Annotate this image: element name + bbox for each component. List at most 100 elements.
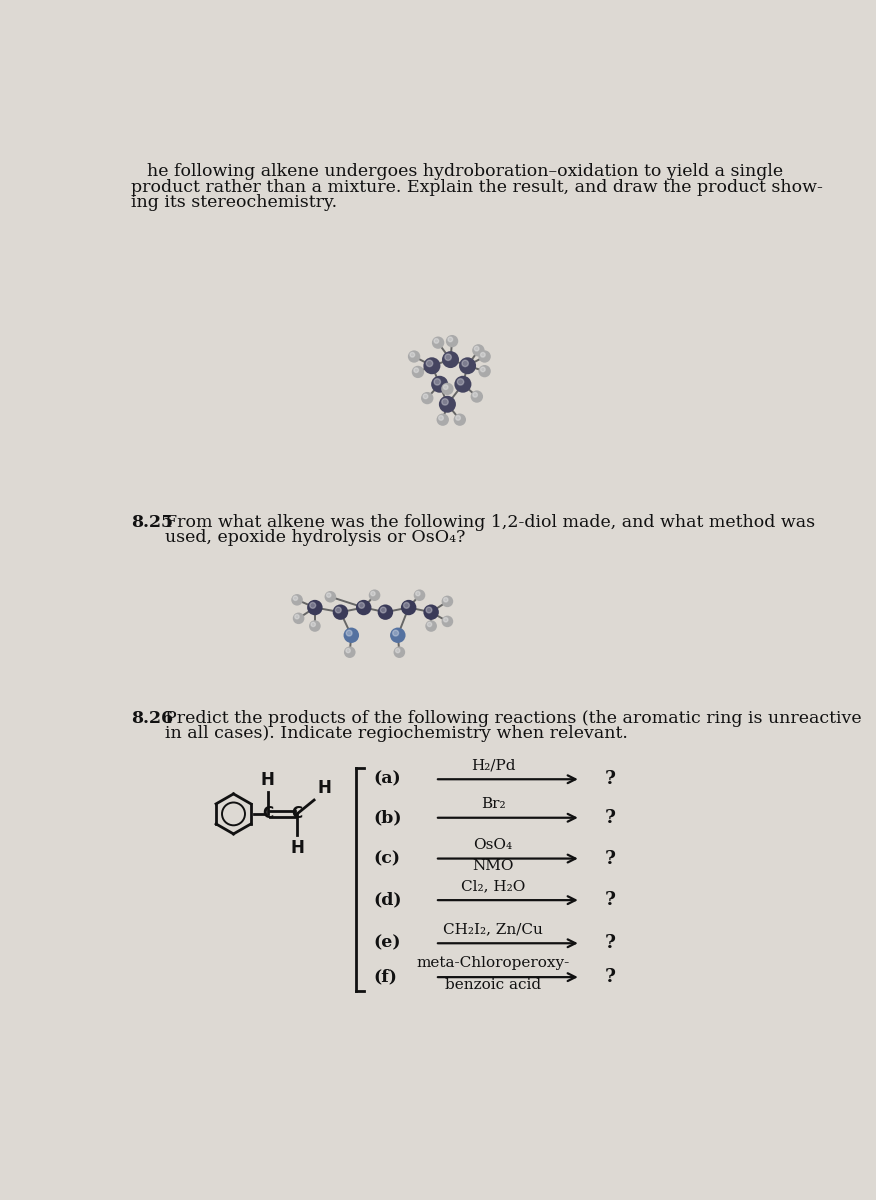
Circle shape [378,605,393,620]
Circle shape [416,592,420,595]
Circle shape [473,392,477,397]
Circle shape [434,379,441,385]
Text: Cl₂, H₂O: Cl₂, H₂O [461,880,526,893]
Circle shape [427,360,433,367]
Circle shape [310,602,315,608]
Text: CH₂I₂, Zn/Cu: CH₂I₂, Zn/Cu [443,923,543,936]
Text: (a): (a) [373,770,400,787]
Circle shape [293,596,298,600]
Text: used, epoxide hydrolysis or OsO₄?: used, epoxide hydrolysis or OsO₄? [166,529,466,546]
Circle shape [459,358,476,374]
Circle shape [408,350,420,362]
Circle shape [393,647,406,658]
Circle shape [454,414,466,426]
Text: (d): (d) [373,892,401,908]
Circle shape [445,354,451,360]
Circle shape [291,594,303,606]
Text: he following alkene undergoes hydroboration–oxidation to yield a single: he following alkene undergoes hydroborat… [146,163,783,180]
Circle shape [478,350,491,362]
Circle shape [442,595,453,607]
Circle shape [390,628,406,643]
Circle shape [358,602,364,608]
Circle shape [344,647,356,658]
Circle shape [462,360,469,367]
Circle shape [423,394,427,398]
Text: ?: ? [604,892,616,910]
Text: in all cases). Indicate regiochemistry when relevant.: in all cases). Indicate regiochemistry w… [166,725,628,743]
Circle shape [443,385,448,390]
Text: ?: ? [604,935,616,953]
Circle shape [442,616,453,628]
Circle shape [481,353,485,358]
Text: (e): (e) [373,935,400,952]
Circle shape [325,590,336,602]
Circle shape [474,347,479,350]
Text: ?: ? [604,850,616,868]
Circle shape [311,623,315,626]
Text: ?: ? [604,809,616,827]
Circle shape [472,344,484,356]
Circle shape [380,607,386,613]
Text: H: H [317,779,331,797]
Circle shape [327,593,331,598]
Circle shape [412,366,424,378]
Text: C: C [292,806,302,821]
Circle shape [294,614,300,619]
Circle shape [413,589,426,601]
Text: NMO: NMO [472,859,514,874]
Circle shape [423,358,441,374]
Circle shape [457,379,463,385]
Circle shape [431,376,449,392]
Circle shape [481,367,485,372]
Text: 8.25: 8.25 [131,514,173,530]
Circle shape [439,415,443,420]
Circle shape [410,353,414,358]
Text: (b): (b) [373,809,401,827]
Text: (c): (c) [373,850,400,868]
Circle shape [443,598,448,602]
Circle shape [371,592,375,595]
Text: ?: ? [604,770,616,788]
Circle shape [401,600,416,616]
Text: (f): (f) [373,968,397,985]
Circle shape [426,620,437,631]
Circle shape [448,337,453,342]
Circle shape [392,630,399,636]
Circle shape [478,365,491,377]
Text: ing its stereochemistry.: ing its stereochemistry. [131,194,337,211]
Circle shape [333,605,348,620]
Text: H₂/Pd: H₂/Pd [471,758,515,773]
Text: Br₂: Br₂ [481,797,505,811]
Circle shape [395,648,400,653]
Circle shape [456,415,461,420]
Circle shape [423,605,439,620]
Circle shape [404,602,409,608]
Circle shape [427,623,432,626]
Circle shape [443,618,448,622]
Text: benzoic acid: benzoic acid [445,978,541,992]
Circle shape [432,336,444,349]
Circle shape [442,398,449,406]
Text: product rather than a mixture. Explain the result, and draw the product show-: product rather than a mixture. Explain t… [131,179,823,196]
Circle shape [346,630,352,636]
Circle shape [346,648,350,653]
Circle shape [442,352,459,368]
Circle shape [293,612,305,624]
Circle shape [356,600,371,616]
Text: H: H [261,772,274,790]
Circle shape [470,390,483,403]
Text: 8.26: 8.26 [131,710,173,727]
Text: Predict the products of the following reactions (the aromatic ring is unreactive: Predict the products of the following re… [166,710,862,727]
Circle shape [336,607,342,613]
Text: C: C [262,806,273,821]
Circle shape [343,628,359,643]
Circle shape [455,376,471,392]
Circle shape [307,600,322,616]
Text: meta-Chloroperoxy-: meta-Chloroperoxy- [416,956,569,971]
Circle shape [369,589,380,601]
Text: ?: ? [604,968,616,986]
Circle shape [436,414,449,426]
Circle shape [309,620,321,631]
Circle shape [439,396,456,413]
Circle shape [446,335,458,347]
